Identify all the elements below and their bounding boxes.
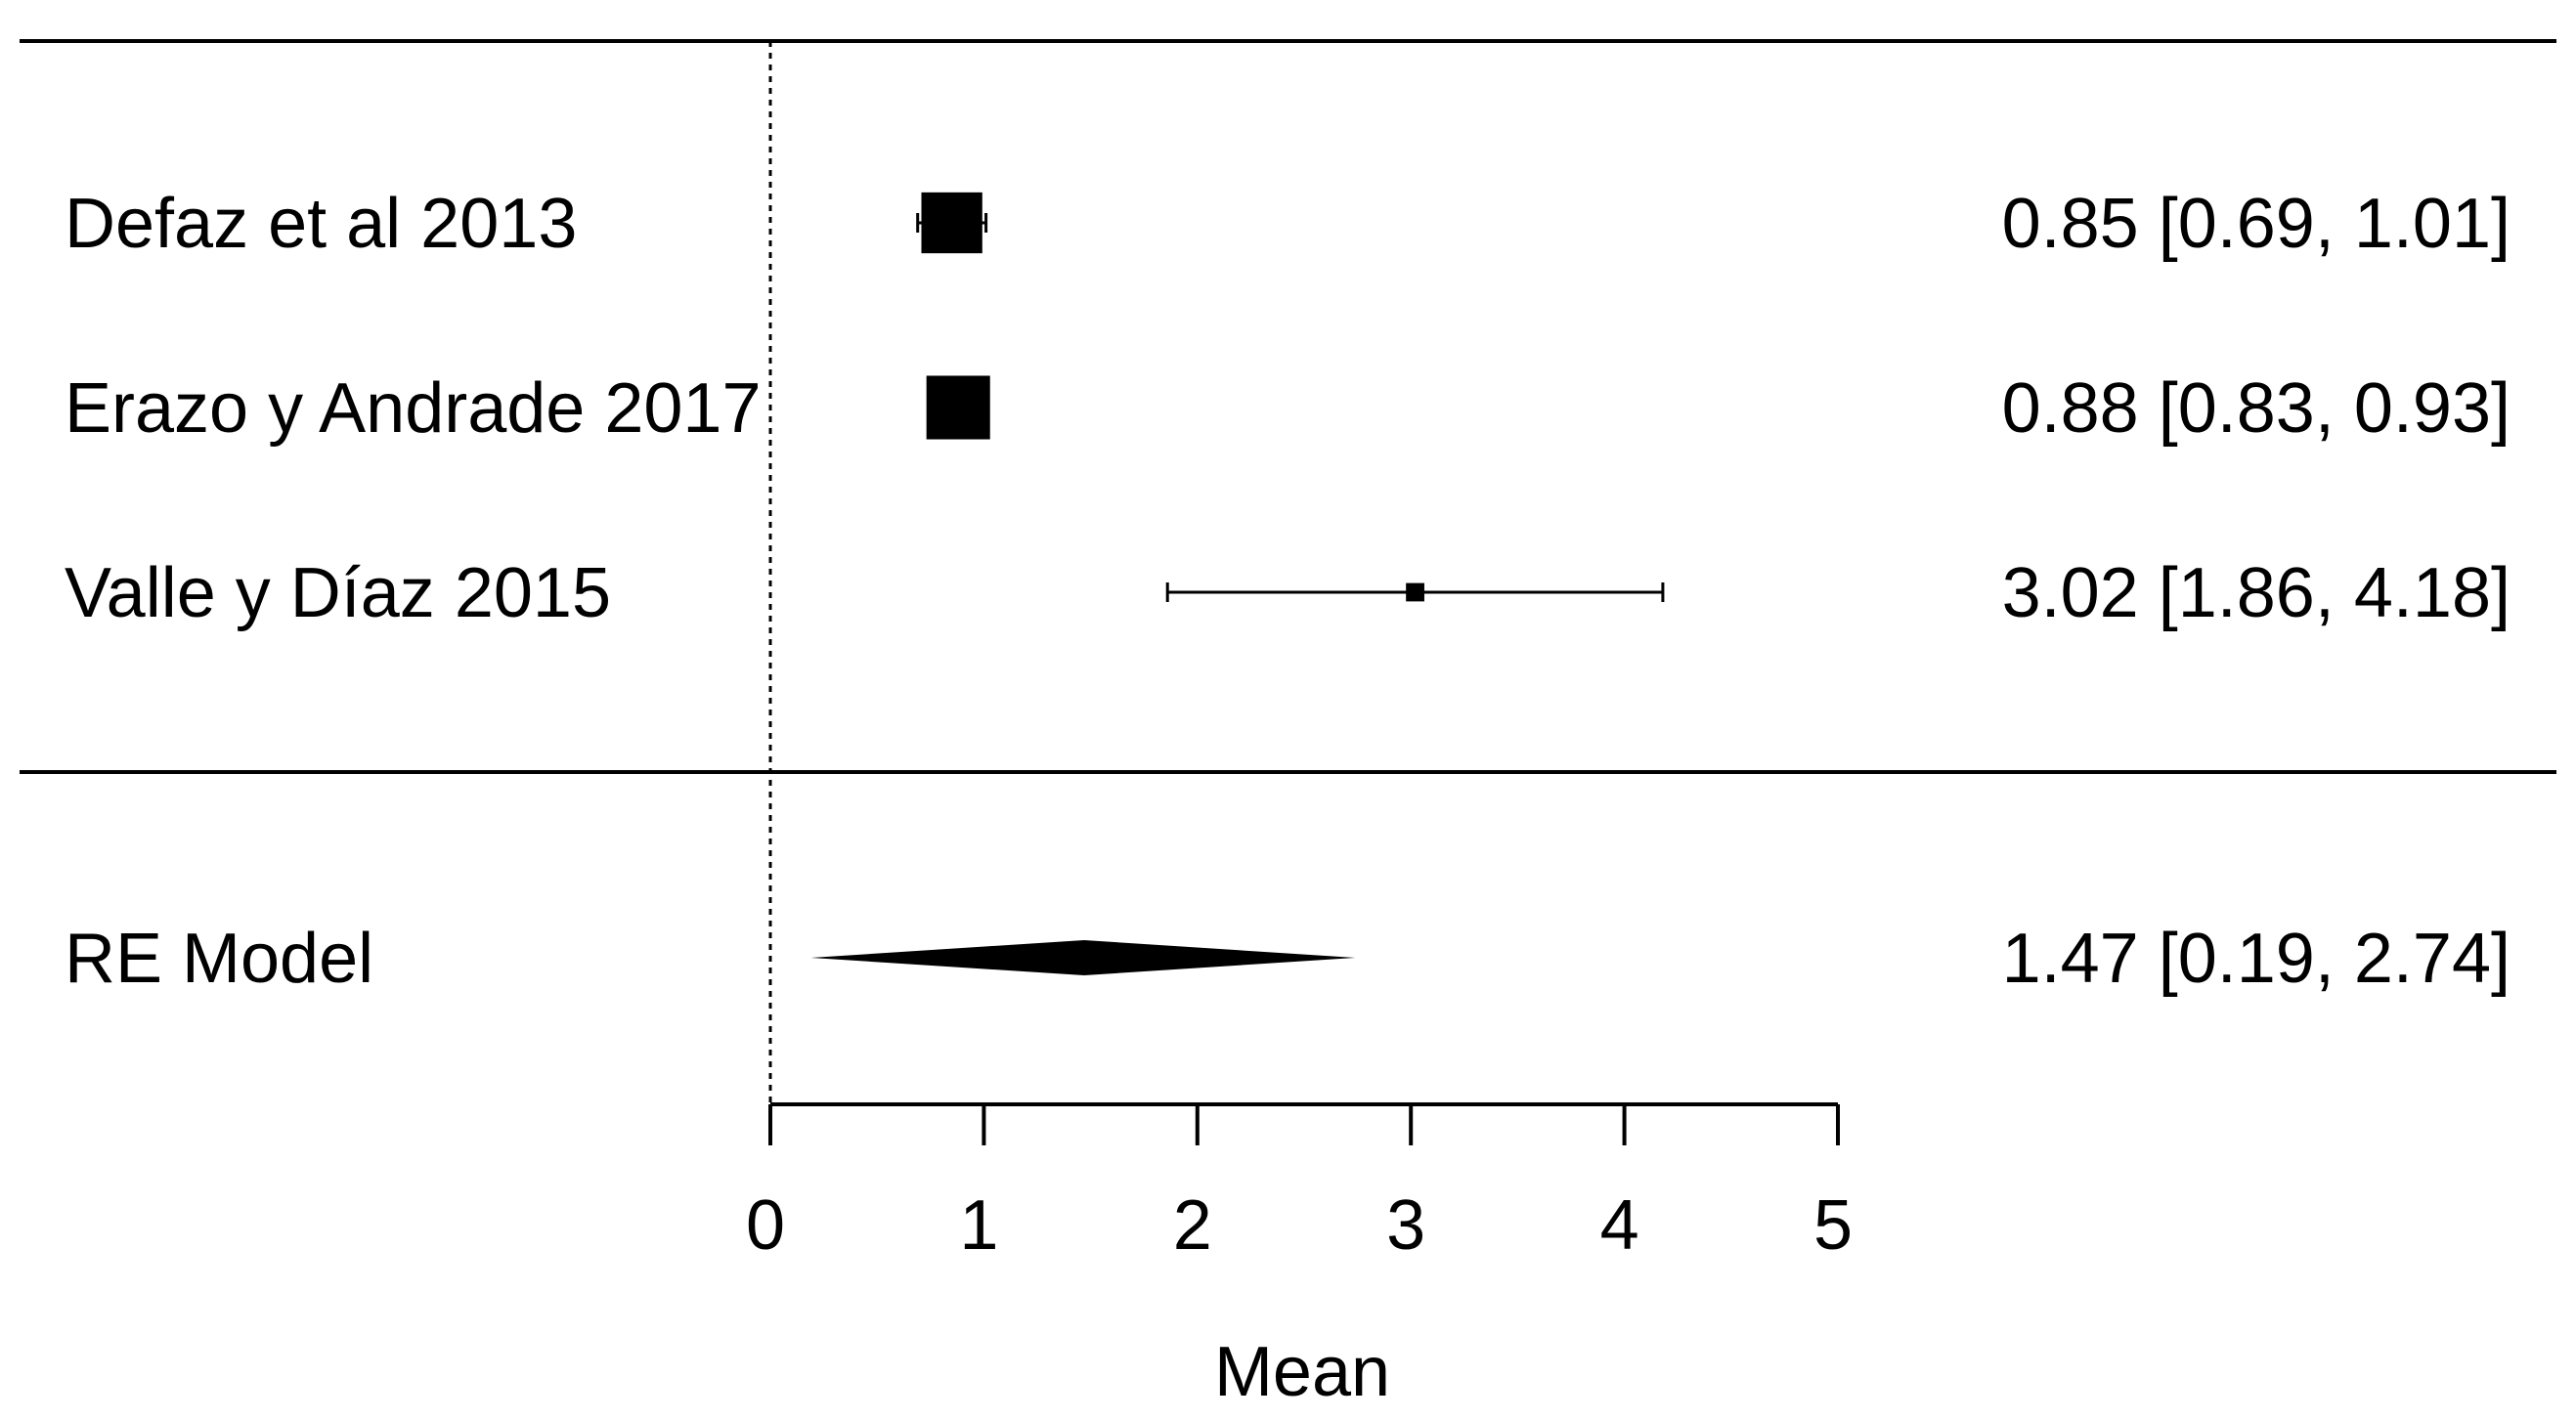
x-tick-label: 1 <box>959 1186 998 1265</box>
study-label: Defaz et al 2013 <box>65 185 577 263</box>
summary-diamond <box>810 940 1356 975</box>
study-row: Defaz et al 2013 0.85 [0.69, 1.01] <box>65 185 2511 263</box>
ci-text: 3.02 [1.86, 4.18] <box>2002 554 2511 632</box>
x-tick-label: 4 <box>1600 1186 1639 1265</box>
estimate-square <box>1406 582 1424 602</box>
study-rows: Defaz et al 2013 0.85 [0.69, 1.01] Erazo y… <box>65 185 2511 632</box>
x-tick-label: 3 <box>1386 1186 1425 1265</box>
summary-row: RE Model 1.47 [0.19, 2.74] <box>65 920 2511 998</box>
x-tick-label: 5 <box>1813 1186 1853 1265</box>
estimate-square <box>921 192 982 254</box>
study-label: Erazo y Andrade 2017 <box>65 369 762 448</box>
x-axis: 0 1 2 3 4 5 <box>746 1102 1853 1265</box>
ci-text: 0.85 [0.69, 1.01] <box>2002 185 2511 263</box>
x-tick-label: 0 <box>746 1186 785 1265</box>
study-row: Valle y Díaz 2015 3.02 [1.86, 4.18] <box>65 554 2511 632</box>
study-label: Valle y Díaz 2015 <box>65 554 611 632</box>
x-axis-title: Mean <box>1214 1333 1390 1411</box>
summary-label: RE Model <box>65 920 373 998</box>
estimate-square <box>926 375 990 440</box>
study-row: Erazo y Andrade 2017 0.88 [0.83, 0.93] <box>65 369 2511 448</box>
x-tick-label: 2 <box>1173 1186 1212 1265</box>
ci-text: 0.88 [0.83, 0.93] <box>2002 369 2511 448</box>
summary-ci-text: 1.47 [0.19, 2.74] <box>2002 920 2511 998</box>
